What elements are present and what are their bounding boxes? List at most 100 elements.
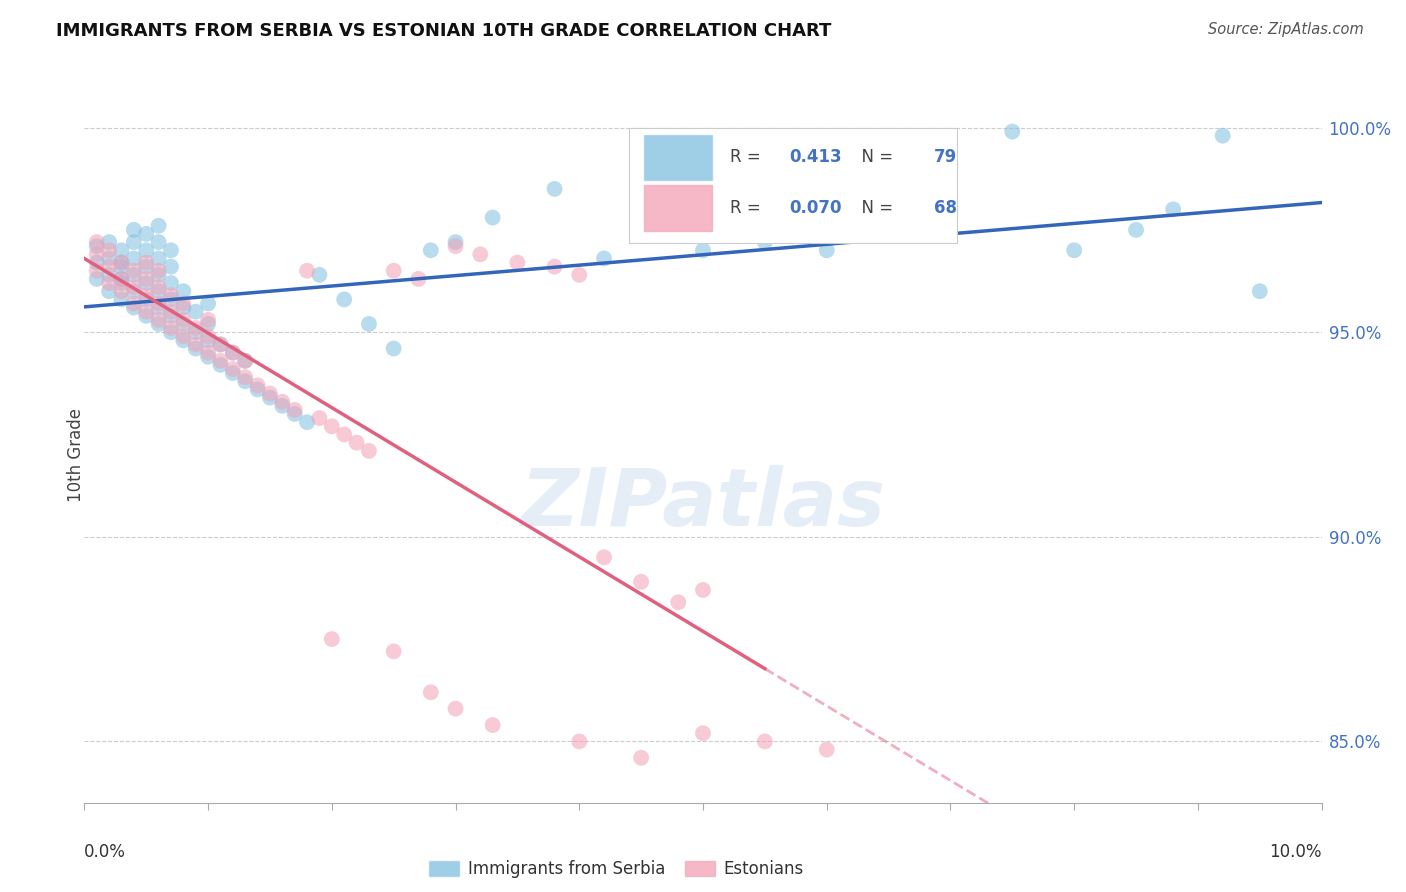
Point (148, 280, 170, 294)
Point (160, 276, 183, 290)
Point (357, 317, 380, 331)
Point (246, 383, 269, 397)
Text: IMMIGRANTS FROM SERBIA VS ESTONIAN 10TH GRADE CORRELATION CHART: IMMIGRANTS FROM SERBIA VS ESTONIAN 10TH … (56, 22, 831, 40)
Point (160, 288, 183, 302)
Point (357, 443, 380, 458)
Point (346, 435, 368, 450)
Point (197, 345, 219, 359)
Point (148, 317, 170, 331)
Point (815, 742, 838, 756)
Text: N =: N = (852, 199, 898, 217)
FancyBboxPatch shape (628, 128, 956, 243)
Point (148, 235, 170, 249)
Point (481, 211, 503, 225)
Point (543, 182, 565, 196)
Point (160, 304, 183, 318)
Point (692, 244, 714, 258)
Point (122, 280, 145, 294)
Point (172, 313, 194, 327)
Point (321, 419, 343, 434)
Point (333, 427, 356, 442)
Point (160, 325, 183, 339)
Point (148, 219, 170, 233)
Point (197, 317, 219, 331)
Point (1063, 244, 1085, 258)
FancyBboxPatch shape (644, 186, 711, 230)
Point (1161, 202, 1184, 217)
Point (172, 296, 194, 310)
Point (184, 325, 207, 339)
Point (444, 235, 467, 249)
Point (110, 284, 132, 298)
Point (135, 272, 157, 286)
Point (408, 272, 430, 286)
Point (160, 293, 183, 307)
Point (148, 264, 170, 278)
Point (172, 284, 194, 298)
Text: 0.0%: 0.0% (84, 843, 127, 861)
Point (197, 313, 219, 327)
Point (233, 353, 256, 368)
Point (754, 734, 776, 748)
Point (666, 595, 689, 609)
Text: ZIPatlas: ZIPatlas (520, 465, 886, 542)
Point (122, 264, 145, 278)
Point (382, 264, 405, 278)
Legend: Immigrants from Serbia, Estonians: Immigrants from Serbia, Estonians (423, 854, 810, 885)
Point (222, 366, 245, 380)
Point (98, 244, 121, 258)
Point (222, 362, 245, 376)
Point (197, 296, 219, 310)
Point (222, 345, 245, 359)
Point (382, 342, 405, 356)
Point (135, 304, 157, 318)
Point (209, 337, 232, 351)
Point (122, 223, 145, 237)
Point (135, 244, 157, 258)
Point (184, 304, 207, 318)
Text: R =: R = (730, 148, 766, 166)
Point (98, 252, 121, 266)
Point (172, 329, 194, 343)
Point (419, 685, 441, 699)
Point (259, 386, 281, 401)
Text: 79: 79 (935, 148, 957, 166)
Point (1249, 284, 1271, 298)
Point (470, 247, 492, 261)
Point (295, 415, 318, 429)
Point (110, 244, 132, 258)
Point (568, 734, 591, 748)
Point (295, 264, 318, 278)
Point (135, 255, 157, 269)
Point (506, 255, 529, 269)
Point (1125, 223, 1147, 237)
Point (110, 276, 132, 290)
Point (222, 345, 245, 359)
Point (135, 288, 157, 302)
Text: N =: N = (852, 148, 898, 166)
Text: 0.070: 0.070 (790, 199, 842, 217)
Point (754, 235, 776, 249)
Point (110, 255, 132, 269)
Point (172, 317, 194, 331)
Point (135, 227, 157, 241)
Point (135, 276, 157, 290)
Text: R =: R = (730, 199, 766, 217)
Point (86, 272, 108, 286)
Point (444, 239, 467, 253)
Point (184, 337, 207, 351)
Point (209, 337, 232, 351)
Point (233, 374, 256, 388)
Point (197, 334, 219, 348)
Point (1001, 125, 1024, 139)
Point (148, 268, 170, 282)
Point (110, 272, 132, 286)
Point (444, 701, 467, 715)
Point (160, 321, 183, 335)
Point (86, 239, 108, 253)
Point (692, 582, 714, 597)
Point (197, 350, 219, 364)
Point (543, 260, 565, 274)
Point (184, 342, 207, 356)
Point (122, 301, 145, 315)
